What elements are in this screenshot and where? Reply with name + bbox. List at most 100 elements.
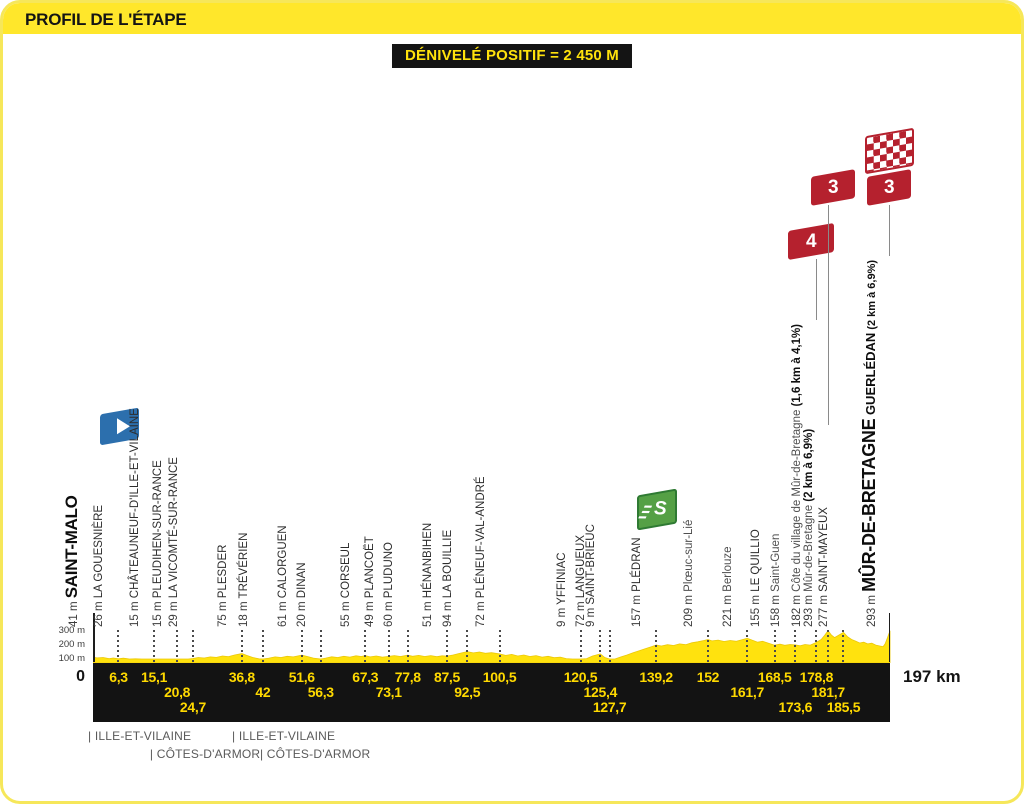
marker-name: PLEUDIHEN-SUR-RANCE [152,460,165,599]
marker-name: LA VICOMTÉ-SUR-RANCE [167,457,180,599]
marker-name: Saint-Guen [770,533,783,592]
leader-line [579,630,582,664]
marker-elevation: 277 m [818,591,831,627]
elevation-gain-badge: DÉNIVELÉ POSITIF = 2 450 M [391,44,633,68]
marker-name: CHÂTEAUNEUF-D'ILLE-ET-VILAINE [129,408,142,599]
distance-label: 15,1 [141,669,168,685]
marker-name: LE QUILLIO [749,529,762,592]
marker-label: 9 m SAINT-BRIEUC [583,524,599,627]
marker-label: 293 m Mûr-de-Bretagne (2 km à 6,9%) [801,429,817,627]
marker-label: 51 m HÉNANBIHEN [420,523,436,627]
marker-elevation: 221 m [722,591,735,627]
leader-line [655,630,658,664]
distance-label: 77,8 [394,669,421,685]
marker-label: 61 m CALORGUEN [275,525,291,627]
leader-line [300,630,303,664]
marker-elevation: 15 m [152,598,165,627]
marker-elevation: 9 m [555,604,568,627]
distance-label: 73,1 [375,684,402,700]
header-bar [3,3,1021,34]
distance-label: 120,5 [563,669,598,685]
marker-label: 29 m LA VICOMTÉ-SUR-RANCE [166,457,182,627]
leader-line [191,630,194,664]
department-label: | CÔTES-D'ARMOR [259,747,371,761]
marker-elevation: 75 m [216,598,229,627]
climb-stats: (2 km à 6,9%) [866,259,878,333]
marker-label: 158 m Saint-Guen [768,534,784,627]
distance-label: 185,5 [826,699,861,715]
leader-line [387,630,390,664]
marker-elevation: 72 m [474,598,487,627]
elevation-profile [93,630,891,663]
distance-label: 173,6 [778,699,813,715]
marker-elevation: 9 m [584,604,597,627]
distance-label: 152 [696,669,720,685]
leader-line [153,630,156,664]
distance-label: 125,4 [583,684,618,700]
y-axis-tick: 100 m [58,653,85,664]
marker-name: CALORGUEN [276,525,289,599]
marker-elevation: 293 m [803,591,816,627]
y-axis-tick: 300 m [58,625,85,636]
marker-elevation: 51 m [421,598,434,627]
marker-name: SAINT-BRIEUC [584,524,597,605]
distance-label: 100,5 [482,669,517,685]
climb-stats: (2 km à 6,9%) [803,428,816,505]
marker-elevation: 41 m [68,598,80,627]
leader-line [117,630,120,664]
leader-line [827,630,830,664]
distance-label: 181,7 [811,684,845,700]
page-title: PROFIL DE L'ÉTAPE [25,10,187,29]
department-label: | CÔTES-D'ARMOR [149,747,261,761]
climb-stats: (1,6 km à 4,1%) [791,323,804,410]
marker-label: 157 m PLÉDRAN [629,538,645,628]
distance-label: 20,8 [164,684,191,700]
marker-elevation: 293 m [866,591,878,627]
marker-label: 55 m CORSEUL [338,543,354,627]
sprint-letter: S [653,497,667,519]
category-3-icon: 3 [867,169,911,206]
category-3-icon: 3 [811,169,856,206]
marker-label: 18 m TRÉVÉRIEN [236,533,252,627]
marker-label: 209 m Plœuc-sur-Lié [681,520,697,627]
department-label: | ILLE-ET-VILAINE [232,729,336,743]
marker-elevation: 61 m [276,598,289,627]
leader-line [261,630,264,664]
marker-name: PLÉNEUF-VAL-ANDRÉ [474,476,487,599]
marker-elevation: 155 m [749,591,762,627]
speed-lines [644,505,653,508]
distance-label: 56,3 [307,684,334,700]
marker-label: 41 m SAINT-MALO [62,495,82,627]
leader-line [608,630,611,664]
axis-end-label: 197 km [903,667,961,686]
leader-line [445,630,448,664]
marker-name: TRÉVÉRIEN [237,532,250,599]
category-number: 3 [883,176,895,198]
leader-line [746,630,749,664]
distance-label: 168,5 [757,669,792,685]
marker-elevation: 29 m [167,598,180,627]
distance-label: 6,3 [109,669,128,685]
marker-label: 15 m PLEUDIHEN-SUR-RANCE [150,460,166,627]
marker-label: 75 m PLESDER [215,545,231,627]
marker-elevation: 158 m [770,591,783,627]
marker-elevation: 26 m [93,598,106,627]
marker-label: 221 m Berlouze [720,546,736,627]
distance-label: 51,6 [288,669,315,685]
marker-name: Berlouze [722,546,735,592]
leader-line [599,630,602,664]
marker-label: 155 m LE QUILLIO [748,529,764,627]
marker-elevation: 15 m [129,598,142,627]
marker-name: MÛR-DE-BRETAGNE [859,418,879,592]
marker-elevation: 18 m [237,598,250,627]
marker-label: 60 m PLUDUNO [381,542,397,627]
leader-line [406,630,409,664]
marker-elevation: 49 m [363,598,376,627]
distance-label: 42 [255,684,271,700]
marker-label: 94 m LA BOUILLIE [440,530,456,627]
y-axis-tick: 200 m [58,639,85,650]
marker-name: DINAN [295,562,308,599]
marker-name: LA BOUILLIE [442,529,455,599]
leader-line [364,630,367,664]
